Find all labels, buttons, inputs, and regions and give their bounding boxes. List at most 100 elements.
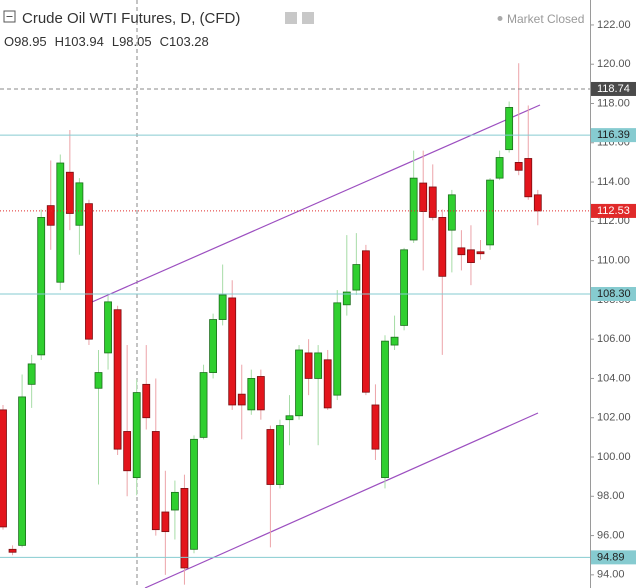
candle-body xyxy=(457,247,466,256)
candle-body xyxy=(237,393,246,406)
candle-body xyxy=(75,182,84,226)
y-tick-label: 94.00 xyxy=(597,569,625,581)
candle-body xyxy=(533,194,542,212)
candle-body xyxy=(438,217,447,277)
y-tick-label: 112.00 xyxy=(597,215,630,227)
candle-body xyxy=(266,429,275,485)
ohlc-value: 103.28 xyxy=(169,34,209,49)
candle-body xyxy=(285,415,294,421)
ohlc-item: H103.94 xyxy=(55,34,104,49)
candle-body xyxy=(304,352,313,379)
price-label-box xyxy=(591,81,636,96)
ohlc-label: C xyxy=(159,34,169,49)
candle-body xyxy=(428,186,437,218)
candle-body xyxy=(18,396,27,546)
candle-body xyxy=(447,194,456,231)
channel-upper xyxy=(91,104,541,303)
candle-body xyxy=(8,548,17,553)
candle-body xyxy=(361,250,370,393)
ohlc-legend: O98.95 H103.94 L98.05 C103.28 xyxy=(4,34,217,49)
candle-body xyxy=(514,162,523,171)
candle-body xyxy=(314,352,323,379)
ohlc-label: L xyxy=(111,34,120,49)
candle-body xyxy=(132,392,141,479)
ohlc-value: 98.05 xyxy=(119,34,152,49)
ohlc-item: L98.05 xyxy=(112,34,152,49)
price-label-box xyxy=(591,203,636,218)
settings-icon[interactable] xyxy=(302,12,314,24)
price-label: 94.89 xyxy=(597,551,625,563)
price-label: 116.39 xyxy=(597,129,630,141)
chart-title: Crude Oil WTI Futures, D, (CFD) xyxy=(22,10,241,27)
ohlc-label: H xyxy=(54,34,65,49)
candle-body xyxy=(390,336,399,346)
y-tick-label: 104.00 xyxy=(597,372,631,384)
market-status: Market Closed xyxy=(507,12,585,26)
candle-body xyxy=(180,488,189,569)
candle-body xyxy=(104,301,112,354)
candle-body xyxy=(170,491,179,511)
price-label: 112.53 xyxy=(597,205,630,217)
visibility-icon[interactable] xyxy=(285,12,297,24)
candle-body xyxy=(247,378,256,411)
price-axis: 94.00 96.00 98.00 100.00 102.00 104.00 106.00 1… xyxy=(0,19,636,581)
y-tick-label: 102.00 xyxy=(597,412,631,424)
candle-body xyxy=(505,107,514,151)
candle-body xyxy=(371,404,380,450)
candles xyxy=(0,63,542,585)
candle-body xyxy=(342,291,351,306)
price-label-box xyxy=(591,550,636,565)
y-tick-label: 96.00 xyxy=(597,529,625,541)
candle-body xyxy=(333,302,342,396)
candle-body xyxy=(142,383,151,419)
candle-body xyxy=(276,425,284,485)
candle-body xyxy=(113,309,122,450)
candle-body xyxy=(467,249,475,263)
collapse-icon[interactable] xyxy=(3,10,16,23)
candle-body xyxy=(486,179,494,246)
candle-body xyxy=(85,203,93,340)
ohlc-label: O xyxy=(4,34,15,49)
candle-body xyxy=(352,264,361,291)
candle-body xyxy=(524,158,533,198)
ohlc-value: 103.94 xyxy=(64,34,104,49)
candle-body xyxy=(56,162,65,283)
candle-body xyxy=(199,372,208,438)
candle-body xyxy=(495,157,504,179)
ohlc-value: 98.95 xyxy=(14,34,47,49)
candle-body xyxy=(381,340,389,479)
status-dot xyxy=(497,16,503,21)
candle-body xyxy=(476,251,485,255)
y-tick-label: 120.00 xyxy=(597,58,631,70)
candle-body xyxy=(161,511,170,533)
candle-body xyxy=(218,294,227,320)
candle-body xyxy=(409,177,418,241)
price-label-box xyxy=(591,128,636,143)
candle-body xyxy=(37,217,46,356)
candle-body xyxy=(228,297,237,406)
candle-body xyxy=(400,249,409,326)
y-tick-label: 100.00 xyxy=(597,451,631,463)
y-tick-label: 106.00 xyxy=(597,333,631,345)
candle-body xyxy=(27,363,36,385)
candle-body xyxy=(151,431,160,531)
y-tick-label: 98.00 xyxy=(597,490,625,502)
candle-body xyxy=(94,372,103,389)
candle-body xyxy=(0,409,7,528)
y-tick-label: 118.00 xyxy=(597,97,630,109)
y-tick-label: 122.00 xyxy=(597,19,631,31)
candle-body xyxy=(46,205,55,226)
ohlc-item: C103.28 xyxy=(160,34,209,49)
channel-lower xyxy=(144,412,539,588)
y-tick-label: 114.00 xyxy=(597,176,630,188)
candle-body xyxy=(123,431,132,472)
ohlc-item: O98.95 xyxy=(4,34,47,49)
candle-body xyxy=(295,349,303,417)
price-label: 108.30 xyxy=(597,288,631,300)
candle-body xyxy=(256,376,265,411)
candle-body xyxy=(190,438,198,550)
candle-body xyxy=(65,171,74,214)
candle-body xyxy=(419,182,428,212)
y-tick-label: 110.00 xyxy=(597,255,630,267)
